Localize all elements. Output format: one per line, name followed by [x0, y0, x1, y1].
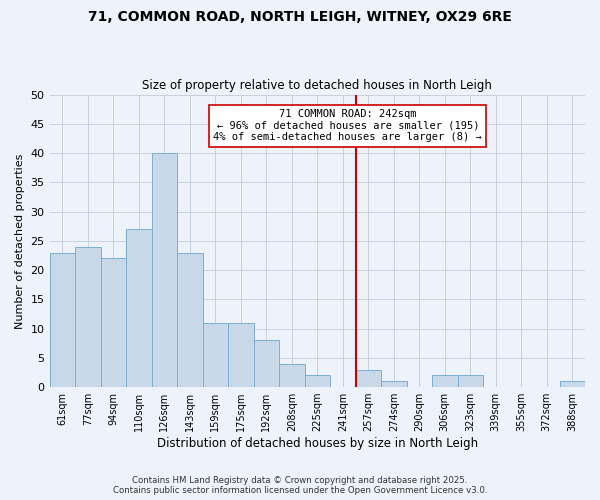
Bar	[126, 229, 152, 387]
Bar	[254, 340, 279, 387]
Bar	[75, 246, 101, 387]
Bar	[203, 322, 228, 387]
Bar	[177, 252, 203, 387]
Text: Contains HM Land Registry data © Crown copyright and database right 2025.
Contai: Contains HM Land Registry data © Crown c…	[113, 476, 487, 495]
X-axis label: Distribution of detached houses by size in North Leigh: Distribution of detached houses by size …	[157, 437, 478, 450]
Bar	[101, 258, 126, 387]
Bar	[279, 364, 305, 387]
Bar	[560, 381, 585, 387]
Bar	[432, 376, 458, 387]
Title: Size of property relative to detached houses in North Leigh: Size of property relative to detached ho…	[142, 79, 492, 92]
Y-axis label: Number of detached properties: Number of detached properties	[15, 153, 25, 328]
Bar	[356, 370, 381, 387]
Text: 71 COMMON ROAD: 242sqm
← 96% of detached houses are smaller (195)
4% of semi-det: 71 COMMON ROAD: 242sqm ← 96% of detached…	[214, 109, 482, 142]
Bar	[305, 376, 330, 387]
Bar	[381, 381, 407, 387]
Text: 71, COMMON ROAD, NORTH LEIGH, WITNEY, OX29 6RE: 71, COMMON ROAD, NORTH LEIGH, WITNEY, OX…	[88, 10, 512, 24]
Bar	[50, 252, 75, 387]
Bar	[152, 153, 177, 387]
Bar	[458, 376, 483, 387]
Bar	[228, 322, 254, 387]
